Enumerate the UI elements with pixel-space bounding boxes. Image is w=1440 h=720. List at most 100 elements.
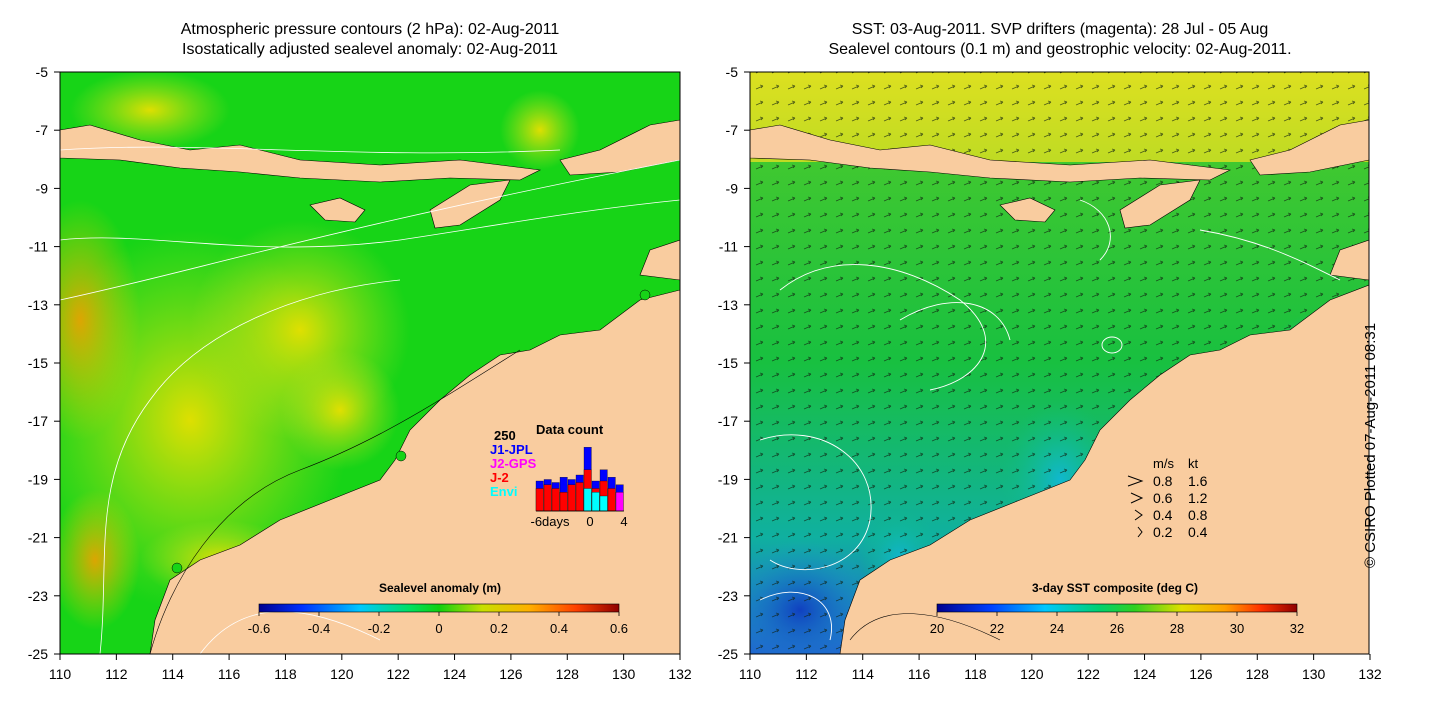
data-count-legend-item: Envi [490,484,517,499]
x-tick-label: 132 [1358,666,1382,682]
velocity-legend: m/s kt 0.8 1.60.6 1.20.4 0.80.2 0.4 [1127,456,1208,540]
colorbar-tick-label: -0.6 [248,621,270,636]
data-count-x-tick: 0 [586,514,593,529]
data-count-title: Data count [536,422,604,437]
x-tick-label: 110 [49,666,72,682]
x-tick-label: 114 [162,666,185,682]
x-tick-label: 126 [1189,666,1213,682]
colorbar-tick-label: -0.2 [368,621,390,636]
y-tick-label: -7 [36,122,49,138]
y-tick-label: -7 [726,122,739,138]
right-x-axis: 110 112 114 116 118 120 122 124 126 128 130 132 [739,654,1382,682]
velocity-kt-value: 1.6 [1188,473,1208,489]
colorbar-tick-label: 0 [435,621,442,636]
velocity-ms-value: 0.2 [1153,524,1173,540]
colorbar-tick-label: 28 [1170,621,1184,636]
y-tick-label: -21 [28,530,48,546]
y-tick-label: -5 [726,64,739,80]
right-colorbar [936,603,1298,613]
data-count-bars [535,447,624,512]
velocity-ms-value: 0.4 [1153,507,1173,523]
data-count-legend-item: J1-JPL [490,442,533,457]
x-tick-label: 116 [908,666,931,682]
velocity-kt-value: 0.4 [1188,524,1208,540]
x-tick-label: 118 [964,666,987,682]
y-tick-label: -17 [718,413,738,429]
velocity-ms-value: 0.6 [1153,490,1173,506]
velocity-kt-value: 1.2 [1188,490,1208,506]
x-tick-label: 130 [1302,666,1326,682]
colorbar-tick-label: 0.6 [610,621,628,636]
x-tick-label: 132 [668,666,692,682]
plot-credit: © CSIRO Plotted 07-Aug-2011 08:31 [1362,322,1379,568]
right-colorbar-ticks: 20 22 24 26 28 30 32 [930,612,1304,636]
colorbar-tick-label: 20 [930,621,944,636]
y-tick-label: -11 [29,239,48,255]
colorbar-tick-label: 30 [1230,621,1244,636]
x-tick-label: 120 [330,666,354,682]
x-tick-label: 112 [105,666,128,682]
right-title-line2: Sealevel contours (0.1 m) and geostrophi… [828,41,1292,58]
y-tick-label: -9 [36,180,49,196]
y-tick-label: -13 [28,297,48,313]
y-tick-label: -11 [719,239,738,255]
right-y-axis: -5 -7 -9 -11 -13 -15 -17 -19 -21 -23 -25 [718,64,750,662]
x-tick-label: 124 [443,666,467,682]
y-tick-label: -23 [718,588,738,604]
y-tick-label: -13 [718,297,738,313]
left-title-line2: Isostatically adjusted sealevel anomaly:… [182,41,558,58]
x-tick-label: 122 [1077,666,1101,682]
x-tick-label: 130 [612,666,636,682]
data-count-x-tick: 4 [620,514,627,529]
left-map: 110 112 114 116 118 120 122 124 126 128 130 132 -5-… [28,64,692,682]
data-count-x-axis: -6days 0 4 [530,514,627,529]
velocity-kt-value: 0.8 [1188,507,1208,523]
velocity-legend-kt-header: kt [1188,456,1199,471]
x-tick-label: 124 [1133,666,1157,682]
y-tick-label: -17 [28,413,48,429]
x-tick-label: 110 [739,666,762,682]
velocity-arrow-icon [1127,475,1144,487]
x-tick-label: 118 [274,666,297,682]
colorbar-tick-label: 22 [990,621,1004,636]
y-tick-label: -23 [28,588,48,604]
velocity-legend-ms-header: m/s [1153,456,1174,471]
y-tick-label: -19 [718,471,738,487]
velocity-arrow-icon [1130,492,1144,504]
left-y-axis: -5 -7 -9 -11 -13 -15 -17 -19 -21 -23 -25 [28,64,60,662]
left-title-line1: Atmospheric pressure contours (2 hPa): 0… [180,21,560,38]
y-tick-label: -9 [726,180,739,196]
right-colorbar-title: 3-day SST composite (deg C) [1032,581,1198,595]
x-tick-label: 120 [1020,666,1044,682]
x-tick-label: 114 [852,666,875,682]
right-title-line1: SST: 03-Aug-2011. SVP drifters (magenta)… [851,21,1269,38]
y-tick-label: -15 [718,355,738,371]
y-tick-label: -25 [718,646,738,662]
data-count-x-tick: -6days [530,514,570,529]
left-colorbar-title: Sealevel anomaly (m) [379,581,501,595]
y-tick-label: -19 [28,471,48,487]
velocity-arrow-icon [1134,509,1143,521]
x-tick-label: 128 [1246,666,1270,682]
x-tick-label: 116 [218,666,241,682]
velocity-arrow-icon [1137,526,1143,538]
y-tick-label: -15 [28,355,48,371]
left-colorbar-ticks: -0.6 -0.4 -0.2 0 0.2 0.4 0.6 [248,612,628,636]
left-x-axis: 110 112 114 116 118 120 122 124 126 128 130 132 [49,654,692,682]
colorbar-tick-label: 0.2 [490,621,508,636]
colorbar-tick-label: -0.4 [308,621,330,636]
data-count-legend-item: J2-GPS [490,456,537,471]
x-tick-label: 122 [387,666,411,682]
data-count-ylabel: 250 [494,428,516,443]
x-tick-label: 112 [795,666,818,682]
y-tick-label: -25 [28,646,48,662]
y-tick-label: -5 [36,64,49,80]
colorbar-tick-label: 32 [1290,621,1304,636]
data-count-legend-item: J-2 [490,470,509,485]
x-tick-label: 128 [556,666,580,682]
x-tick-label: 126 [499,666,523,682]
y-tick-label: -21 [718,530,738,546]
